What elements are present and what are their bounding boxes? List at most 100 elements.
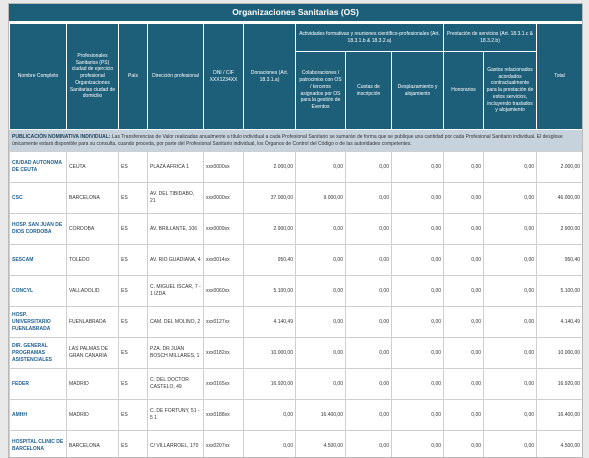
amount-cell: 0,00 [392, 338, 444, 369]
amount-cell: 0,00 [346, 276, 392, 307]
amount-cell: 4.500,00 [296, 431, 346, 458]
amount-cell: 0,00 [346, 307, 392, 338]
amount-cell: 0,00 [346, 152, 392, 183]
amount-cell: 4.140,49 [537, 307, 583, 338]
amount-cell: 0,00 [296, 338, 346, 369]
col-header: Desplazamiento y alojamiento [392, 52, 444, 130]
table-cell: ES [119, 307, 148, 338]
table-cell: PZA. DR JUAN BOSCH MILLARES, 1 [148, 338, 204, 369]
amount-cell: 0,00 [444, 214, 484, 245]
entity-name: CIUDAD AUTONOMA DE CEUTA [10, 152, 67, 183]
amount-cell: 0,00 [444, 245, 484, 276]
amount-cell: 0,00 [244, 400, 296, 431]
amount-cell: 0,00 [484, 400, 537, 431]
amount-cell: 950,40 [537, 245, 583, 276]
table-cell: LAS PALMAS DE GRAN CANARIA [67, 338, 119, 369]
col-header: Nombre Completo [10, 24, 67, 130]
amount-cell: 0,00 [392, 245, 444, 276]
amount-cell: 0,00 [484, 307, 537, 338]
table-cell: ES [119, 431, 148, 458]
table-cell: xxx0207xx [204, 431, 244, 458]
table-cell: CORDOBA [67, 214, 119, 245]
amount-cell: 0,00 [346, 183, 392, 214]
col-header: Honorarios [444, 52, 484, 130]
amount-cell: 0,00 [392, 183, 444, 214]
amount-cell: 0,00 [444, 152, 484, 183]
entity-name: HOSPITAL CLINIC DE BARCELONA [10, 431, 67, 458]
amount-cell: 2.900,00 [244, 214, 296, 245]
table-cell: ES [119, 245, 148, 276]
table-cell: ES [119, 338, 148, 369]
amount-cell: 0,00 [296, 245, 346, 276]
amount-cell: 0,00 [392, 276, 444, 307]
amount-cell: 9.000,00 [296, 183, 346, 214]
entity-name: DIR. GENERAL PROGRAMAS ASISTENCIALES [10, 338, 67, 369]
amount-cell: 0,00 [346, 338, 392, 369]
col-header: Colaboraciones / patrocinios con OS / te… [296, 52, 346, 130]
amount-cell: 0,00 [296, 307, 346, 338]
amount-cell: 0,00 [346, 400, 392, 431]
amount-cell: 0,00 [346, 245, 392, 276]
amount-cell: 0,00 [444, 276, 484, 307]
table-cell: C. DE FORTUNY, 51 - 5 1 [148, 400, 204, 431]
amount-cell: 4.140,49 [244, 307, 296, 338]
group-header: Prestación de servicios (Art. 18.3.1.c &… [444, 24, 537, 52]
col-header: Profesionales Sanitarios (PS) ciudad de … [67, 24, 119, 130]
table-cell: PLAZA AFRICA 1 [148, 152, 204, 183]
amount-cell: 5.100,00 [244, 276, 296, 307]
amount-cell: 0,00 [484, 369, 537, 400]
amount-cell: 37.000,00 [244, 183, 296, 214]
table-cell: CAM. DEL MOLINO, 2 [148, 307, 204, 338]
transfers-table: Nombre Completo Profesionales Sanitarios… [9, 23, 583, 458]
table-cell: VALLADOLID [67, 276, 119, 307]
group-header: Actividades formativas y reuniones cient… [296, 24, 444, 52]
amount-cell: 5.100,00 [537, 276, 583, 307]
amount-cell: 2.000,00 [537, 152, 583, 183]
amount-cell: 0,00 [444, 431, 484, 458]
amount-cell: 4.500,00 [537, 431, 583, 458]
amount-cell: 10.000,00 [537, 338, 583, 369]
amount-cell: 16.920,00 [537, 369, 583, 400]
amount-cell: 0,00 [392, 307, 444, 338]
amount-cell: 2.000,00 [244, 152, 296, 183]
entity-name: HOSP. SAN JUAN DE DIOS CORDOBA [10, 214, 67, 245]
panel: Organizaciones Sanitarias (OS) Nombre Co… [8, 3, 583, 458]
col-header: Donaciones (Art. 18.3.1.a) [244, 24, 296, 130]
table-title: Organizaciones Sanitarias (OS) [9, 4, 582, 23]
note-cell: PUBLICACIÓN NOMINATIVA INDIVIDUAL: Las T… [10, 130, 583, 152]
amount-cell: 0,00 [346, 214, 392, 245]
col-header: Dirección profesional [148, 24, 204, 130]
entity-name: HOSP. UNIVERSITARIO FUENLABRADA [10, 307, 67, 338]
table-cell: xxx0127xx [204, 307, 244, 338]
table-cell: AV. BRILLANTE, 106 [148, 214, 204, 245]
table-cell: xxx0014xx [204, 245, 244, 276]
table-cell: AV. DEL TIBIDABO, 21 [148, 183, 204, 214]
table-cell: C. DEL DOCTOR CASTELO, 49 [148, 369, 204, 400]
col-header: País [119, 24, 148, 130]
table-cell: xxx0188xx [204, 400, 244, 431]
note-label: PUBLICACIÓN NOMINATIVA INDIVIDUAL: [12, 134, 111, 140]
amount-cell: 0,00 [444, 400, 484, 431]
table-cell: MADRID [67, 369, 119, 400]
amount-cell: 0,00 [484, 183, 537, 214]
col-header: Cuotas de inscripción [346, 52, 392, 130]
table-cell: xxx0182xx [204, 338, 244, 369]
amount-cell: 0,00 [392, 431, 444, 458]
amount-cell: 950,40 [244, 245, 296, 276]
amount-cell: 0,00 [296, 369, 346, 400]
table-cell: TOLEDO [67, 245, 119, 276]
amount-cell: 0,00 [484, 214, 537, 245]
table-cell: xxx0000xx [204, 152, 244, 183]
entity-name: FEDER [10, 369, 67, 400]
table-cell: ES [119, 152, 148, 183]
amount-cell: 0,00 [296, 214, 346, 245]
amount-cell: 0,00 [484, 152, 537, 183]
amount-cell: 0,00 [444, 307, 484, 338]
amount-cell: 0,00 [484, 431, 537, 458]
